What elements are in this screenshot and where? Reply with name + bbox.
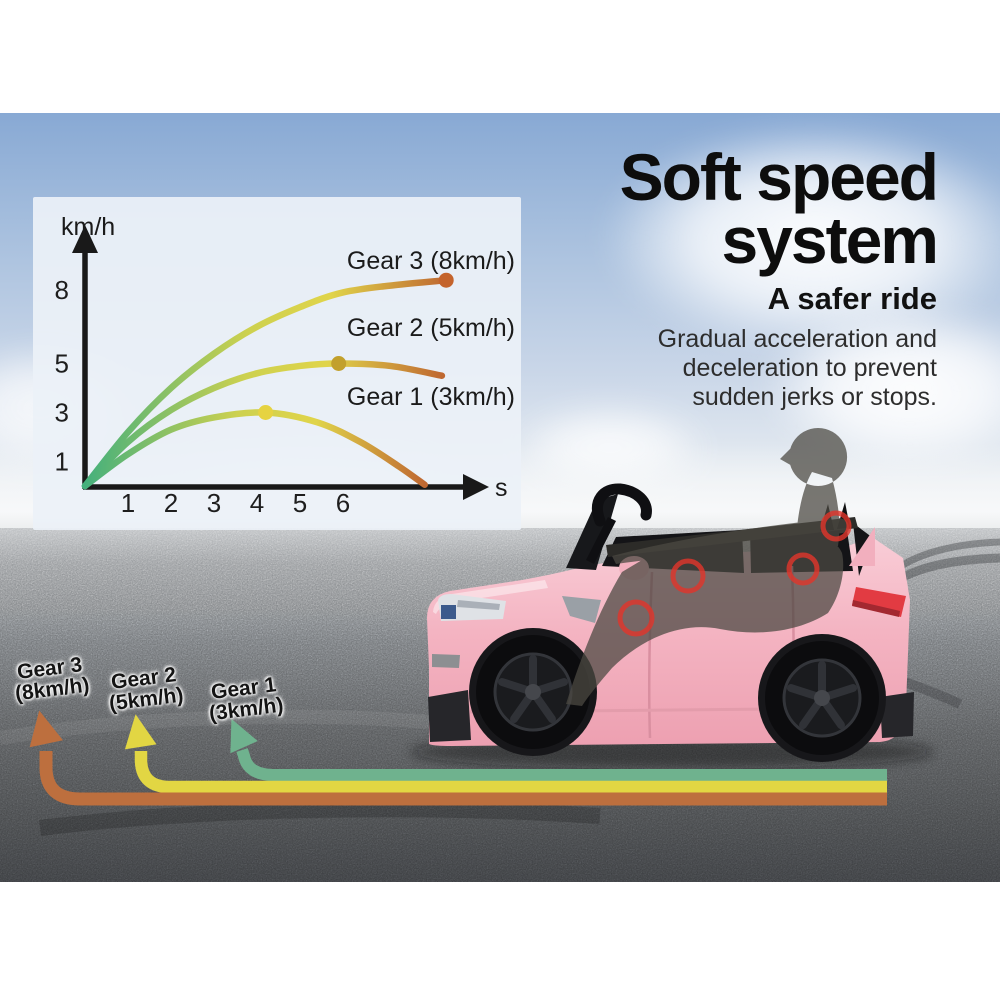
taillight-lower	[852, 600, 900, 617]
page-title: Soft speed system	[357, 144, 939, 273]
rear-pink-flag	[849, 527, 875, 566]
marker-Gear 3 (8km/h)	[438, 272, 454, 288]
svg-text:8: 8	[55, 275, 69, 305]
body-text: Gradual acceleration and deceleration to…	[357, 325, 937, 411]
y-axis-arrow	[72, 225, 98, 253]
front-bumper	[428, 690, 471, 742]
svg-text:6: 6	[336, 488, 350, 518]
headlight-streak	[457, 600, 500, 610]
svg-text:5: 5	[293, 488, 307, 518]
rear-bumper	[880, 692, 914, 738]
svg-text:3: 3	[55, 398, 69, 428]
curve-Gear 2 (5km/h)	[81, 360, 446, 490]
front-grille	[432, 654, 460, 668]
title-line-1: Soft speed	[619, 140, 939, 214]
gear1-arrowhead	[230, 718, 258, 754]
x-axis-label: s	[495, 474, 508, 502]
marker-Gear 2 (5km/h)	[331, 356, 347, 371]
safety-highlight-rings	[617, 510, 852, 637]
subtitle: A safer ride	[767, 281, 937, 317]
chart-axes	[82, 249, 467, 490]
headlight-lamp	[441, 605, 456, 619]
label-Gear 3 (8km/h): Gear 3 (8km/h)	[347, 247, 515, 275]
label-Gear 1 (3km/h): Gear 1 (3km/h)	[347, 383, 515, 411]
svg-text:1: 1	[55, 447, 69, 477]
y-axis-label: km/h	[61, 213, 115, 241]
front-wheel	[476, 635, 590, 749]
svg-text:4: 4	[250, 488, 264, 518]
x-axis-arrow	[463, 474, 489, 500]
curve-Gear 3 (8km/h)	[81, 276, 450, 490]
side-vent	[562, 596, 601, 623]
svg-text:3: 3	[207, 488, 221, 518]
body-line: sudden jerks or stops.	[692, 382, 937, 411]
curve-labels: Gear 3 (8km/h) Gear 2 (5km/h) Gear 1 (3km/…	[347, 247, 515, 411]
gear2-yellow-arrow	[134, 751, 887, 794]
gear1-green-arrow	[236, 748, 887, 781]
gear3-arrowhead	[29, 710, 63, 748]
y-tick-labels: 8 5 3 1	[55, 275, 69, 477]
marker-Gear 1 (3km/h)	[258, 405, 274, 420]
rear-wheel	[765, 641, 879, 755]
body-line: Gradual acceleration and	[657, 325, 937, 354]
gear-speed-curves	[81, 272, 454, 490]
body-line: deceleration to prevent	[682, 354, 937, 383]
svg-text:1: 1	[121, 488, 135, 518]
label-Gear 2 (5km/h): Gear 2 (5km/h)	[347, 314, 515, 342]
gear3-orange-arrow	[39, 751, 887, 806]
title-line-2: system	[721, 202, 939, 277]
steering-column	[585, 516, 617, 565]
title-block: Soft speed system A safer ride Gradual a…	[357, 144, 939, 412]
steering-wheel	[592, 483, 652, 527]
svg-text:5: 5	[55, 349, 69, 379]
hood-highlight	[433, 580, 548, 614]
child-rider-silhouette	[566, 428, 849, 706]
svg-text:2: 2	[164, 488, 178, 518]
windshield	[566, 494, 618, 570]
gear2-arrowhead	[124, 714, 157, 750]
